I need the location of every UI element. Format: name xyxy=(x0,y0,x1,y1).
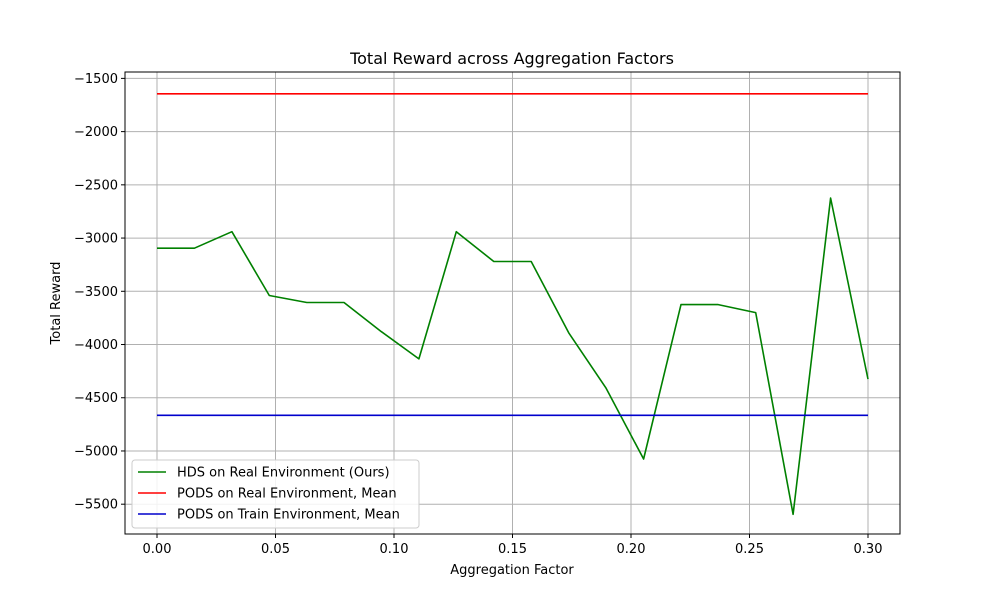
x-tick-label: 0.25 xyxy=(735,542,764,557)
y-tick-label: −1500 xyxy=(74,72,118,87)
y-axis-title: Total Reward xyxy=(49,262,64,346)
y-tick-label: −2000 xyxy=(74,125,118,140)
y-tick-label: −2500 xyxy=(74,178,118,193)
x-axis-ticks: 0.00 0.05 0.10 0.15 0.20 0.25 0.30 xyxy=(143,534,883,557)
y-tick-label: −5000 xyxy=(74,444,118,459)
legend: HDS on Real Environment (Ours) PODS on Re… xyxy=(131,459,420,529)
series-line xyxy=(157,197,869,516)
y-tick-label: −4500 xyxy=(74,391,118,406)
x-gridlines xyxy=(156,72,869,534)
series-layer xyxy=(157,93,869,516)
y-tick-label: −3500 xyxy=(74,285,118,300)
x-tick-label: 0.05 xyxy=(261,542,290,557)
x-tick-label: 0.20 xyxy=(617,542,646,557)
y-tick-label: −4000 xyxy=(74,338,118,353)
x-tick-label: 0.15 xyxy=(498,542,527,557)
y-tick-label: −3000 xyxy=(74,232,118,247)
legend-label: PODS on Real Environment, Mean xyxy=(177,487,397,502)
legend-label: HDS on Real Environment (Ours) xyxy=(177,466,390,481)
y-tick-label: −5500 xyxy=(74,498,118,513)
y-axis-ticks: −1500 −2000 −2500 −3000 −3500 −4000 −4500 −5000… xyxy=(74,72,125,513)
x-axis-title: Aggregation Factor xyxy=(450,563,574,578)
x-tick-label: 0.00 xyxy=(143,542,172,557)
chart-title: Total Reward across Aggregation Factors xyxy=(349,49,674,68)
legend-label: PODS on Train Environment, Mean xyxy=(177,508,400,523)
x-tick-label: 0.30 xyxy=(854,542,883,557)
legend-box xyxy=(131,459,420,529)
x-tick-label: 0.10 xyxy=(380,542,409,557)
